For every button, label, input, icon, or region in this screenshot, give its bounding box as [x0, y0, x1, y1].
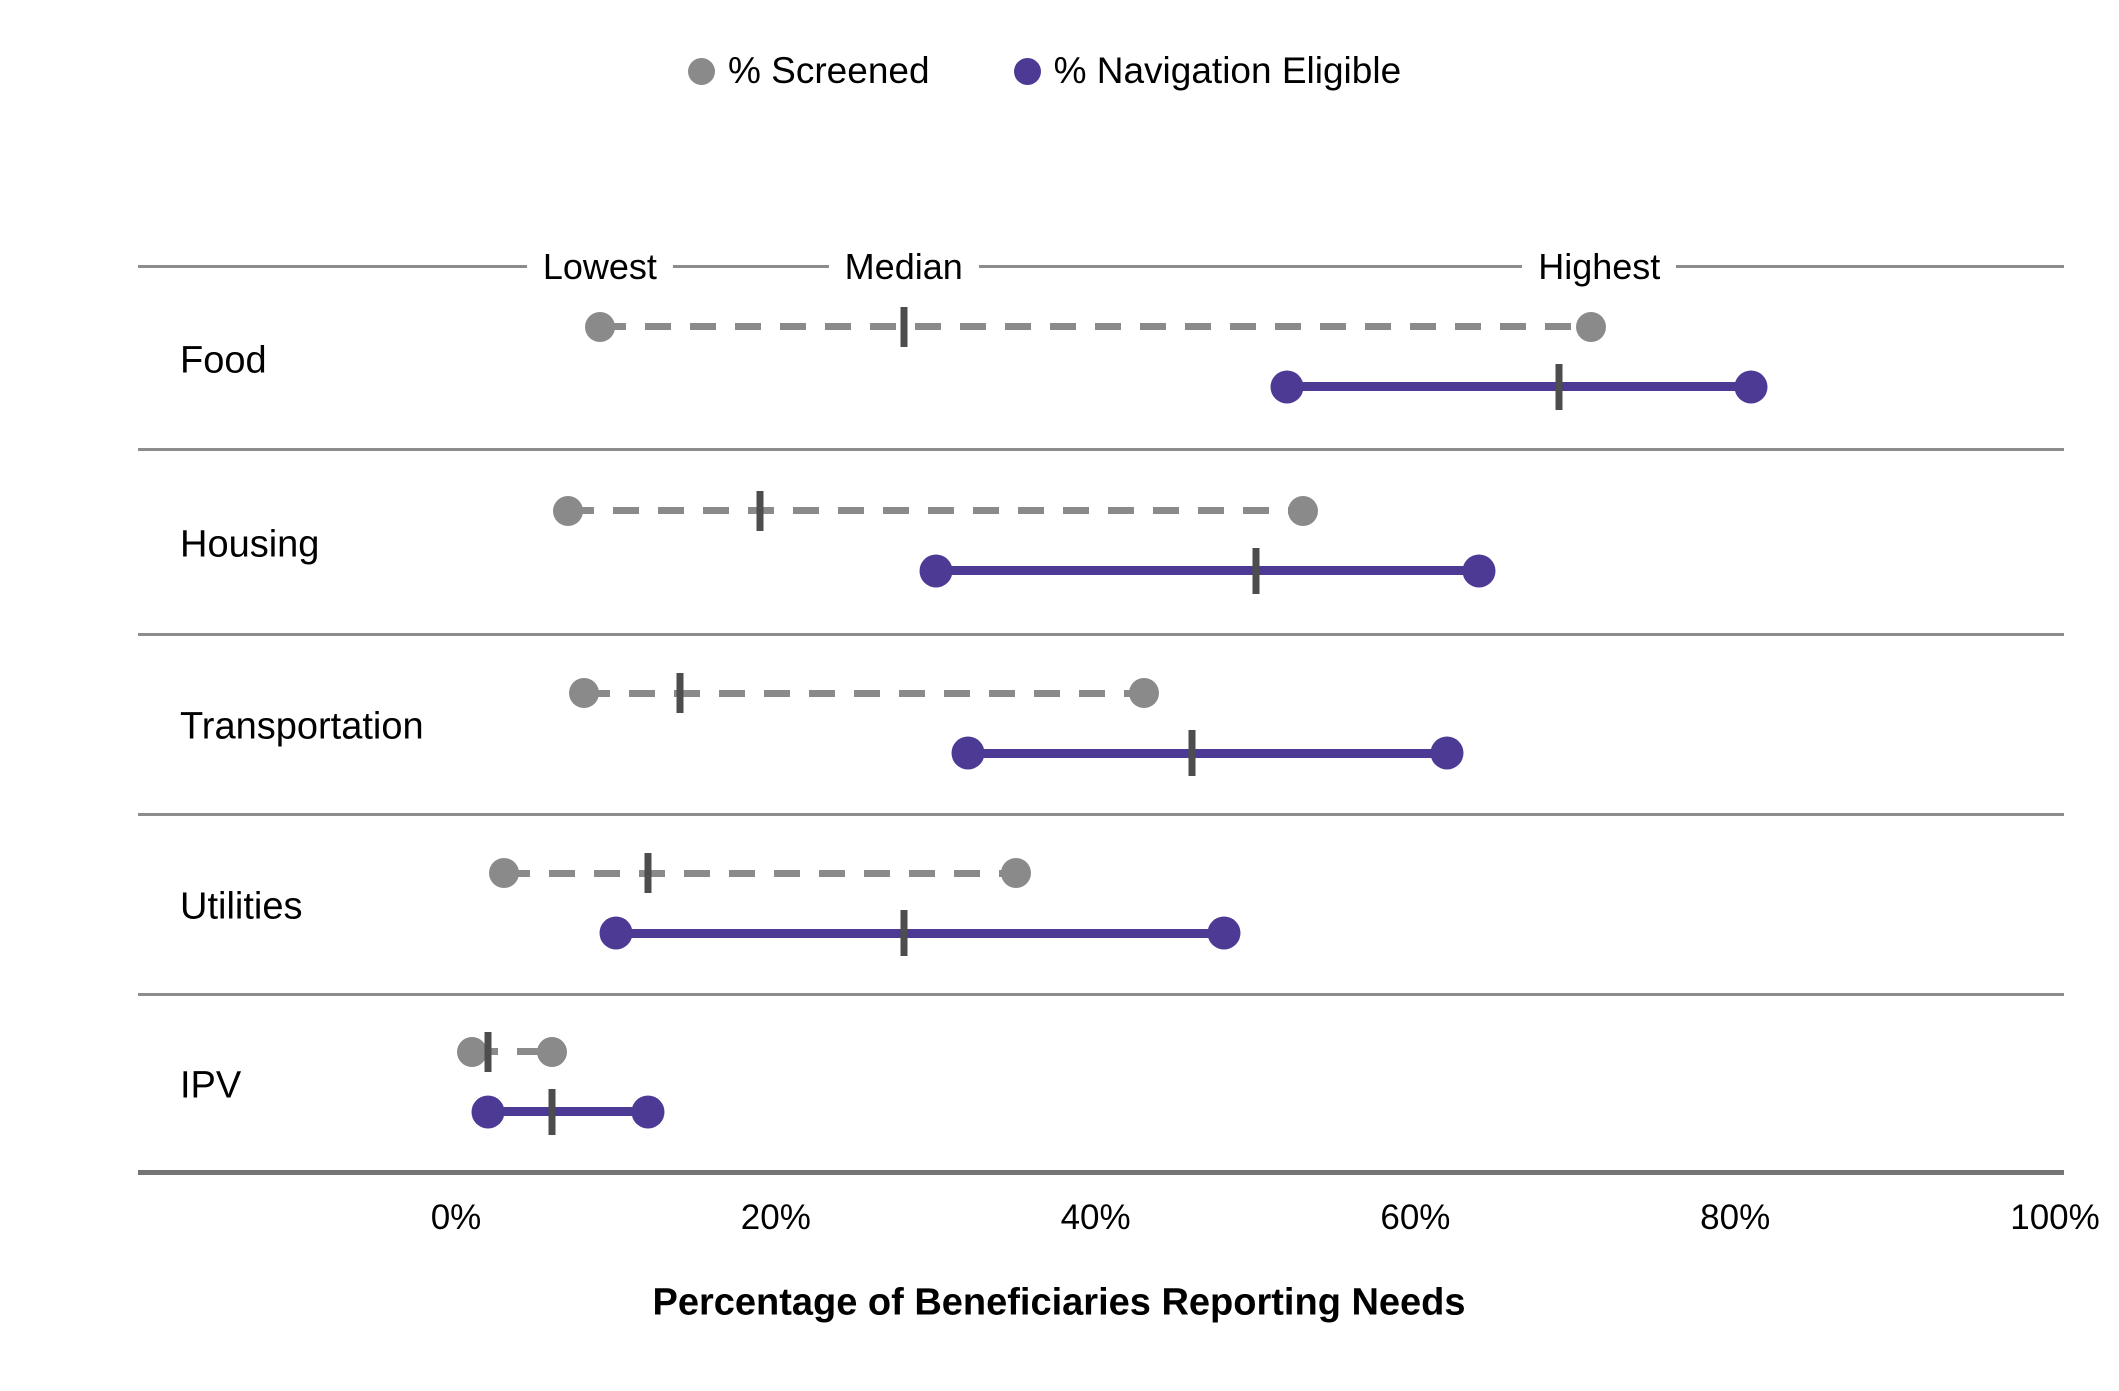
median-tick-ipv-navigation-eligible — [548, 1088, 556, 1135]
legend-label: % Navigation Eligible — [1053, 50, 1402, 91]
screened-circle-icon — [688, 57, 715, 85]
dot-highest-ipv-screened — [536, 1036, 567, 1067]
x-tick-label: 20% — [740, 1198, 811, 1237]
range-line-food-screened — [599, 323, 1592, 330]
dot-highest-transportation-navigation-eligible — [1430, 736, 1464, 770]
range-annotation-lowest: Lowest — [526, 246, 673, 288]
legend-label: % Screened — [728, 50, 930, 91]
dot-highest-food-navigation-eligible — [1734, 370, 1768, 403]
dot-lowest-transportation-screened — [568, 678, 599, 708]
dot-lowest-food-navigation-eligible — [1270, 370, 1304, 403]
row-separator — [138, 813, 2064, 816]
row-separator — [138, 993, 2064, 996]
dot-highest-housing-navigation-eligible — [1462, 554, 1496, 587]
category-label-ipv: IPV — [180, 1064, 242, 1106]
x-tick-label: 80% — [1700, 1198, 1771, 1237]
category-label-housing: Housing — [180, 523, 320, 565]
range-annotation-highest: Highest — [1522, 246, 1677, 288]
median-tick-utilities-screened — [644, 853, 652, 893]
dot-lowest-transportation-navigation-eligible — [951, 736, 985, 770]
dot-highest-food-screened — [1576, 311, 1607, 342]
median-tick-food-screened — [900, 306, 908, 347]
x-tick-label: 40% — [1060, 1198, 1131, 1237]
dot-lowest-utilities-navigation-eligible — [599, 916, 633, 950]
legend-item-navigation-eligible: % Navigation Eligible — [1013, 50, 1402, 92]
range-line-food-navigation-eligible — [1287, 382, 1752, 391]
dot-lowest-utilities-screened — [488, 858, 519, 888]
dot-highest-housing-screened — [1288, 495, 1319, 526]
x-tick-label: 100% — [2010, 1198, 2100, 1237]
range-line-housing-screened — [567, 507, 1304, 514]
dot-lowest-ipv-screened — [456, 1036, 487, 1067]
median-tick-housing-navigation-eligible — [1252, 547, 1259, 594]
x-tick-label: 0% — [430, 1198, 482, 1237]
median-tick-food-navigation-eligible — [1555, 363, 1563, 410]
category-label-food: Food — [180, 339, 267, 381]
dot-highest-utilities-navigation-eligible — [1207, 916, 1241, 950]
category-label-transportation: Transportation — [180, 705, 424, 748]
row-separator — [138, 633, 2064, 636]
dot-lowest-housing-screened — [552, 495, 583, 526]
dot-highest-transportation-screened — [1128, 678, 1159, 708]
x-axis-line — [138, 1170, 2064, 1175]
dot-lowest-ipv-navigation-eligible — [471, 1095, 505, 1128]
navigation-eligible-circle-icon — [1013, 57, 1041, 85]
range-annotation-median: Median — [828, 246, 979, 288]
dot-highest-ipv-navigation-eligible — [631, 1095, 665, 1128]
legend-item-screened: % Screened — [688, 50, 930, 92]
median-tick-transportation-screened — [676, 673, 684, 713]
range-line-ipv-navigation-eligible — [487, 1107, 648, 1116]
category-label-utilities: Utilities — [180, 885, 303, 928]
range-line-housing-navigation-eligible — [935, 566, 1480, 575]
row-separator — [138, 265, 2064, 268]
dot-lowest-food-screened — [584, 311, 615, 342]
x-tick-label: 60% — [1380, 1198, 1451, 1237]
dot-highest-utilities-screened — [1000, 858, 1031, 888]
median-tick-transportation-navigation-eligible — [1188, 730, 1196, 776]
range-line-utilities-screened — [503, 869, 1016, 877]
median-tick-housing-screened — [756, 490, 764, 531]
median-tick-ipv-screened — [484, 1031, 492, 1072]
x-axis-title: Percentage of Beneficiaries Reporting Ne… — [652, 1281, 1466, 1324]
dot-lowest-housing-navigation-eligible — [919, 554, 953, 587]
range-line-ipv-screened — [471, 1048, 552, 1055]
range-line-transportation-navigation-eligible — [967, 748, 1448, 758]
range-line-transportation-screened — [583, 689, 1144, 697]
legend: % Screened % Navigation Eligible — [688, 50, 1401, 92]
range-line-utilities-navigation-eligible — [615, 928, 1224, 938]
median-tick-utilities-navigation-eligible — [900, 910, 908, 956]
row-separator — [138, 448, 2064, 451]
